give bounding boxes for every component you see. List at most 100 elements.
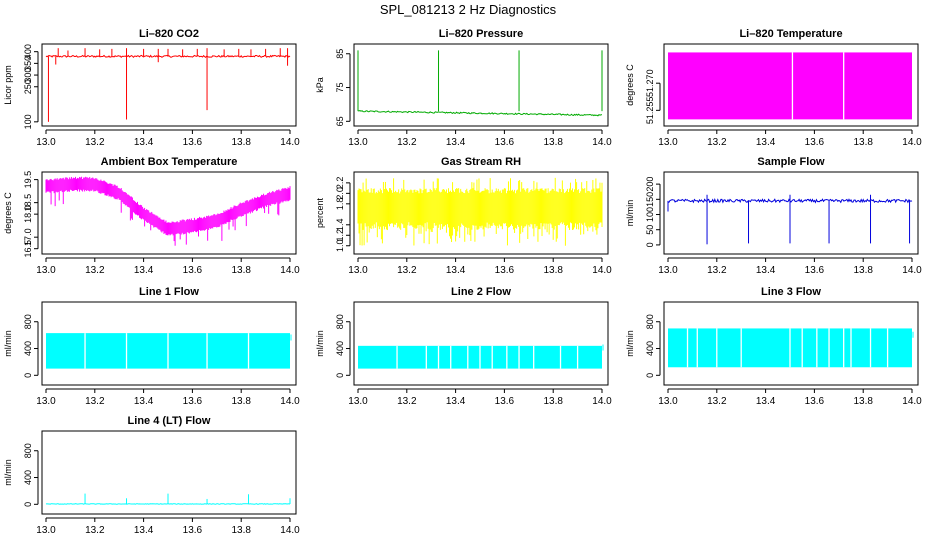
x-tick-label: 14.0 — [902, 396, 922, 407]
y-tick-label: 200 — [645, 177, 655, 192]
y-tick-label: 300 — [23, 68, 33, 83]
x-tick-label: 13.8 — [231, 396, 251, 407]
y-tick-label: 100 — [645, 207, 655, 222]
chart-title: Line 2 Flow — [451, 286, 511, 298]
y-axis-label: ml/min — [625, 200, 635, 227]
x-tick-label: 13.2 — [397, 265, 417, 276]
x-tick-label: 13.6 — [183, 137, 203, 148]
page-title: SPL_081213 2 Hz Diagnostics — [379, 2, 557, 17]
x-axis: 13.0 13.2 13.4 13.6 13.8 14.0 — [658, 257, 922, 276]
x-tick-label: 13.8 — [853, 265, 873, 276]
y-tick-label: 400 — [23, 470, 33, 485]
series-ambient — [45, 176, 291, 246]
y-axis: 0 400 800 — [335, 314, 351, 378]
x-tick-label: 13.6 — [805, 137, 825, 148]
y-tick-label: 19.5 — [23, 171, 33, 189]
chart-title: Gas Stream RH — [441, 156, 521, 168]
x-tick-label: 13.0 — [348, 265, 368, 276]
x-tick-label: 13.4 — [446, 137, 466, 148]
x-tick-label: 14.0 — [592, 137, 612, 148]
x-tick-label: 13.0 — [658, 137, 678, 148]
y-axis-label: percent — [315, 197, 325, 228]
chart-title: Line 3 Flow — [761, 286, 821, 298]
x-tick-label: 14.0 — [280, 396, 300, 407]
x-axis: 13.0 13.2 13.4 13.6 13.8 14.0 — [658, 388, 922, 407]
y-tick-label: 1.8 — [335, 198, 345, 211]
y-tick-label: 400 — [23, 44, 33, 59]
series-line3 — [668, 328, 914, 368]
plot-frame — [353, 171, 609, 255]
x-axis: 13.0 13.2 13.4 13.6 13.8 14.0 — [36, 129, 300, 148]
plot-frame — [663, 43, 919, 127]
y-tick-label: 0 — [645, 242, 655, 247]
x-tick-label: 13.2 — [85, 396, 105, 407]
x-tick-label: 13.8 — [231, 265, 251, 276]
x-tick-label: 13.6 — [495, 137, 515, 148]
y-tick-label: 2.0 — [335, 187, 345, 200]
x-tick-label: 13.8 — [543, 396, 563, 407]
x-tick-label: 13.0 — [348, 137, 368, 148]
x-axis: 13.0 13.2 13.4 13.6 13.8 14.0 — [348, 129, 612, 148]
series-co2 — [45, 48, 291, 122]
y-axis: 0 400 800 — [23, 443, 39, 507]
y-tick-label: 51.255 — [645, 97, 655, 125]
x-axis: 13.0 13.2 13.4 13.6 13.8 14.0 — [348, 257, 612, 276]
y-axis: 0 400 800 — [645, 314, 661, 378]
y-axis-label: degrees C — [3, 192, 13, 234]
x-tick-label: 13.6 — [805, 265, 825, 276]
y-tick-label: 65 — [335, 116, 345, 126]
x-tick-label: 13.6 — [495, 265, 515, 276]
y-axis-label: ml/min — [315, 330, 325, 357]
x-axis: 13.0 13.2 13.4 13.6 13.8 14.0 — [658, 129, 922, 148]
y-tick-label: 400 — [335, 341, 345, 356]
x-tick-label: 14.0 — [902, 265, 922, 276]
x-tick-label: 14.0 — [280, 265, 300, 276]
x-tick-label: 14.0 — [902, 137, 922, 148]
plot-frame — [663, 301, 919, 386]
y-tick-label: 350 — [23, 56, 33, 71]
y-tick-label: 2.2 — [335, 177, 345, 190]
x-axis: 13.0 13.2 13.4 13.6 13.8 14.0 — [36, 517, 300, 536]
plot-frame — [353, 43, 609, 127]
x-tick-label: 13.8 — [853, 396, 873, 407]
y-tick-label: 150 — [645, 192, 655, 207]
chart-title: Sample Flow — [757, 156, 825, 168]
series-line4 — [45, 493, 291, 505]
y-tick-label: 17.0 — [23, 228, 33, 246]
x-tick-label: 13.0 — [36, 137, 56, 148]
x-tick-label: 14.0 — [592, 265, 612, 276]
x-tick-label: 13.2 — [707, 265, 727, 276]
x-tick-label: 13.6 — [183, 525, 203, 536]
x-tick-label: 13.8 — [853, 137, 873, 148]
plot-frame — [41, 430, 297, 515]
chart-title: Ambient Box Temperature — [101, 156, 238, 168]
series-line — [357, 110, 602, 117]
x-tick-label: 13.4 — [756, 396, 776, 407]
y-axis-label: ml/min — [3, 330, 13, 357]
y-tick-label: 0 — [335, 373, 345, 378]
x-tick-label: 13.0 — [658, 396, 678, 407]
x-tick-label: 13.4 — [134, 525, 154, 536]
chart-title: Line 4 (LT) Flow — [128, 415, 211, 427]
y-tick-label: 800 — [335, 314, 345, 329]
y-tick-label: 18.5 — [23, 194, 33, 212]
x-tick-label: 13.8 — [543, 137, 563, 148]
y-axis: 0 400 800 — [23, 314, 39, 378]
plot-frame — [353, 301, 609, 386]
x-tick-label: 13.0 — [658, 265, 678, 276]
y-axis: 16.517.0 18.018.5 19.5 — [23, 171, 39, 257]
y-tick-label: 100 — [23, 114, 33, 129]
x-tick-label: 14.0 — [280, 525, 300, 536]
chart-pressure: Li–820 Pressure kPa 13.0 13.2 13.4 13.6 13.8 14… — [315, 28, 612, 148]
y-tick-label: 800 — [23, 314, 33, 329]
chart-title: Li–820 CO2 — [139, 28, 199, 40]
y-tick-label: 75 — [335, 83, 345, 93]
x-tick-label: 13.2 — [707, 396, 727, 407]
y-tick-label: 800 — [23, 443, 33, 458]
x-tick-label: 13.2 — [397, 137, 417, 148]
